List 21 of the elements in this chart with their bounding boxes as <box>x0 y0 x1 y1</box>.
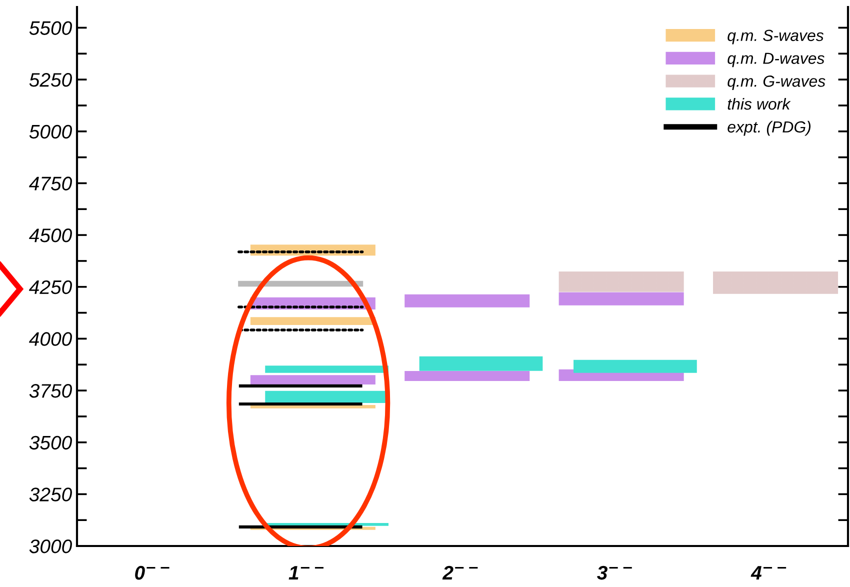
x-tick-label: 2$^{−−}$ <box>442 566 478 580</box>
y-tick-label: 5000 <box>29 124 72 139</box>
x-tick-label: 0$^{−−}$ <box>135 566 170 580</box>
y-tick-label: 4750 <box>29 176 72 190</box>
y-tick-label: 4000 <box>29 332 72 346</box>
y-tick-label: 3750 <box>29 384 72 398</box>
legend-label: expt. (PDG) <box>728 120 810 136</box>
x-tick-label: 3$^{−−}$ <box>597 566 632 580</box>
y-tick-label: 4500 <box>29 228 72 242</box>
y-tick-label: 5500 <box>29 21 72 35</box>
y-tick-label: 4250 <box>29 280 72 294</box>
x-tick-label: 1$^{−−}$ <box>288 566 324 580</box>
legend-label: q.m. G-waves <box>728 76 826 90</box>
legend-label: q.m. D-waves <box>728 52 824 68</box>
y-tick-label: 5250 <box>29 73 72 87</box>
x-tick-label: 4$^{−−}$ <box>750 566 786 580</box>
legend-label: q.m. S-waves <box>728 30 824 44</box>
legend-label: this work <box>728 98 791 110</box>
y-tick-label: 3500 <box>29 436 72 450</box>
y-tick-label: 3000 <box>29 539 72 554</box>
y-tick-label: 3250 <box>29 488 72 502</box>
